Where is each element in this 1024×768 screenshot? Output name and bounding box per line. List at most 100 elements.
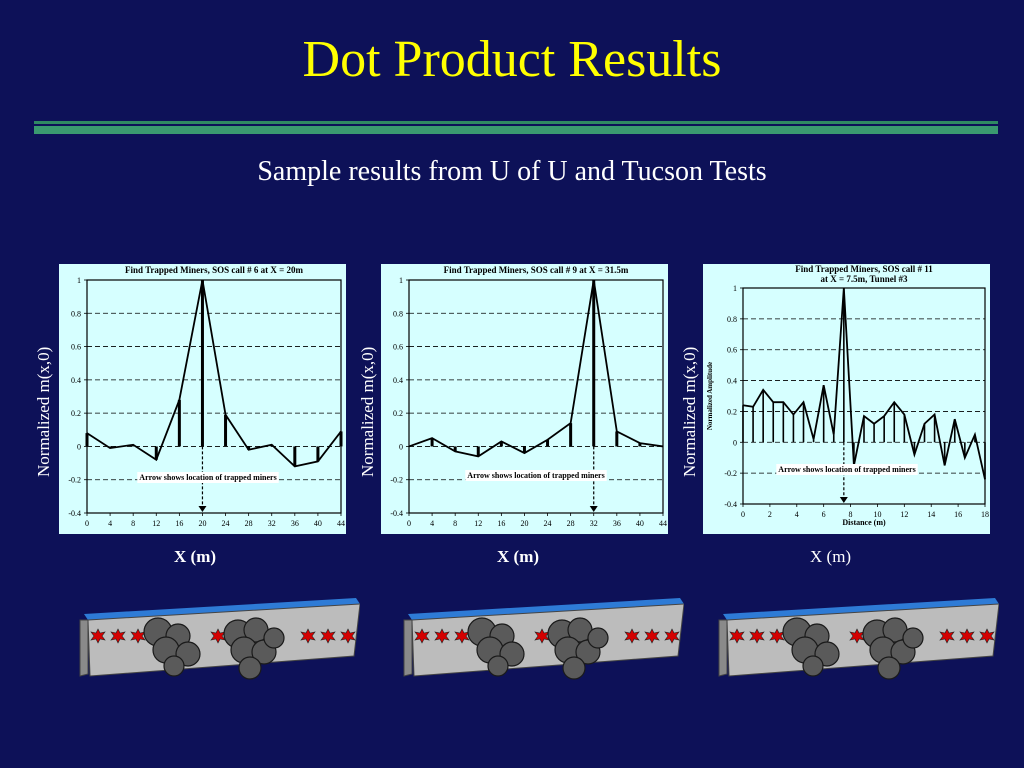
chart-2-xtick-label: 4 xyxy=(430,519,434,528)
chart-2-xtick-label: 40 xyxy=(636,519,644,528)
chart-1-ytick-label: 0.8 xyxy=(71,309,81,318)
chart-3-xtick-label: 4 xyxy=(795,510,799,519)
explosion-icon xyxy=(414,628,430,644)
rubble-icon xyxy=(562,656,586,680)
chart-3-xtick-label: 0 xyxy=(741,510,745,519)
chart-3-ytick-label: -0.4 xyxy=(724,500,737,509)
chart-1-xtick-label: 44 xyxy=(337,519,345,528)
chart-2-ytick-label: 1 xyxy=(399,276,403,285)
chart-1-xtick-label: 4 xyxy=(108,519,112,528)
chart-panel-2: Find Trapped Miners, SOS call # 9 at X =… xyxy=(381,264,668,534)
chart-2-xlabel: X (m) xyxy=(497,547,540,566)
explosion-icon xyxy=(320,628,336,644)
chart-3-title-line2: at X = 7.5m, Tunnel #3 xyxy=(821,274,908,284)
chart-1-xtick-label: 28 xyxy=(245,519,253,528)
tunnel-top xyxy=(84,598,360,620)
chart-panel-1: Find Trapped Miners, SOS call # 6 at X =… xyxy=(59,264,346,534)
tunnel-side xyxy=(403,619,413,677)
chart-2-frame xyxy=(408,279,664,514)
tunnel-side xyxy=(79,619,89,677)
slide-title: Dot Product Results xyxy=(302,31,722,88)
explosion-icon xyxy=(624,628,640,644)
explosion-icon xyxy=(90,628,106,644)
tunnel-illustration-1 xyxy=(79,598,360,680)
chart-3-ytick-label: 0.6 xyxy=(727,346,737,355)
chart-3-title: Find Trapped Miners, SOS call # 11 xyxy=(795,264,933,274)
chart-2-annotation: Arrow shows location of trapped miners xyxy=(467,471,604,480)
chart-2-xtick-label: 36 xyxy=(613,519,621,528)
explosion-icon xyxy=(959,628,975,644)
chart-1-annotation: Arrow shows location of trapped miners xyxy=(139,473,276,482)
explosion-icon xyxy=(340,628,356,644)
chart-1-xtick-label: 20 xyxy=(198,519,206,528)
rubble-icon xyxy=(487,655,509,677)
chart-3-ytick-label: 0.2 xyxy=(727,407,737,416)
chart-1-ytick-label: -0.4 xyxy=(68,509,81,518)
explosion-icon xyxy=(300,628,316,644)
rubble-icon xyxy=(587,627,609,649)
chart-3-xtick-label: 18 xyxy=(981,510,989,519)
rubble-icon xyxy=(263,627,285,649)
chart-3-ylabel: Normalized m(x,0) xyxy=(680,346,699,477)
chart-2-xtick-label: 32 xyxy=(590,519,598,528)
explosion-icon xyxy=(939,628,955,644)
explosion-icon xyxy=(729,628,745,644)
chart-3-xtick-label: 8 xyxy=(849,510,853,519)
chart-3-annotation: Arrow shows location of trapped miners xyxy=(778,465,915,474)
chart-3-ytick-label: 1 xyxy=(733,284,737,293)
chart-3-xtick-label: 2 xyxy=(768,510,772,519)
chart-1-xtick-label: 12 xyxy=(152,519,160,528)
chart-1-ytick-label: 0.4 xyxy=(71,376,81,385)
tunnel-top xyxy=(408,598,684,620)
chart-2-arrow-icon xyxy=(589,506,598,512)
chart-1-xtick-label: 36 xyxy=(291,519,299,528)
chart-3-xtick-label: 16 xyxy=(954,510,962,519)
chart-2-xtick-label: 0 xyxy=(407,519,411,528)
chart-1-ylabel: Normalized m(x,0) xyxy=(34,346,53,477)
chart-3-ytick-label: 0.8 xyxy=(727,315,737,324)
chart-2-xtick-label: 8 xyxy=(453,519,457,528)
rubble-icon xyxy=(802,655,824,677)
chart-1-arrow-icon xyxy=(198,506,207,512)
chart-3-xtick-label: 12 xyxy=(900,510,908,519)
chart-3-inner-ylabel: Normalized Amplitude xyxy=(706,362,714,430)
chart-2-ytick-label: -0.4 xyxy=(390,509,403,518)
chart-1-ytick-label: 0.2 xyxy=(71,409,81,418)
chart-2-xtick-label: 24 xyxy=(544,519,552,528)
title-rule-thin xyxy=(34,121,998,124)
chart-1-ytick-label: -0.2 xyxy=(68,476,81,485)
chart-1-ytick-label: 0.6 xyxy=(71,343,81,352)
chart-3-frame xyxy=(742,287,986,505)
chart-1-xtick-label: 24 xyxy=(222,519,230,528)
tunnel-top xyxy=(723,598,999,620)
chart-3-xtick-label: 10 xyxy=(873,510,881,519)
chart-3-xlabel: X (m) xyxy=(810,547,852,566)
chart-2-xtick-label: 16 xyxy=(497,519,505,528)
explosion-icon xyxy=(110,628,126,644)
chart-2-xtick-label: 44 xyxy=(659,519,667,528)
chart-1-xtick-label: 8 xyxy=(131,519,135,528)
chart-2-xtick-label: 28 xyxy=(567,519,575,528)
explosion-icon xyxy=(979,628,995,644)
tunnel-illustration-2 xyxy=(403,598,684,680)
chart-1-xtick-label: 0 xyxy=(85,519,89,528)
slide-subtitle: Sample results from U of U and Tucson Te… xyxy=(257,156,767,187)
chart-2-annotation-bg xyxy=(465,470,607,481)
rubble-icon xyxy=(238,656,262,680)
chart-1-series-line xyxy=(86,279,342,468)
chart-2-series-line xyxy=(408,279,664,458)
chart-1-xtick-label: 32 xyxy=(268,519,276,528)
chart-2-ytick-label: 0.2 xyxy=(393,409,403,418)
explosion-icon xyxy=(664,628,680,644)
chart-1-title: Find Trapped Miners, SOS call # 6 at X =… xyxy=(125,265,304,275)
chart-3-series-line xyxy=(742,287,986,480)
chart-3-annotation-bg xyxy=(776,464,918,475)
chart-2-svg: Find Trapped Miners, SOS call # 9 at X =… xyxy=(390,265,667,528)
chart-2-ylabel: Normalized m(x,0) xyxy=(358,346,377,477)
chart-3-ytick-label: 0 xyxy=(733,438,737,447)
explosion-icon xyxy=(749,628,765,644)
chart-1-svg: Find Trapped Miners, SOS call # 6 at X =… xyxy=(68,265,345,528)
chart-3-ytick-label: 0.4 xyxy=(727,377,737,386)
rubble-icon xyxy=(163,655,185,677)
